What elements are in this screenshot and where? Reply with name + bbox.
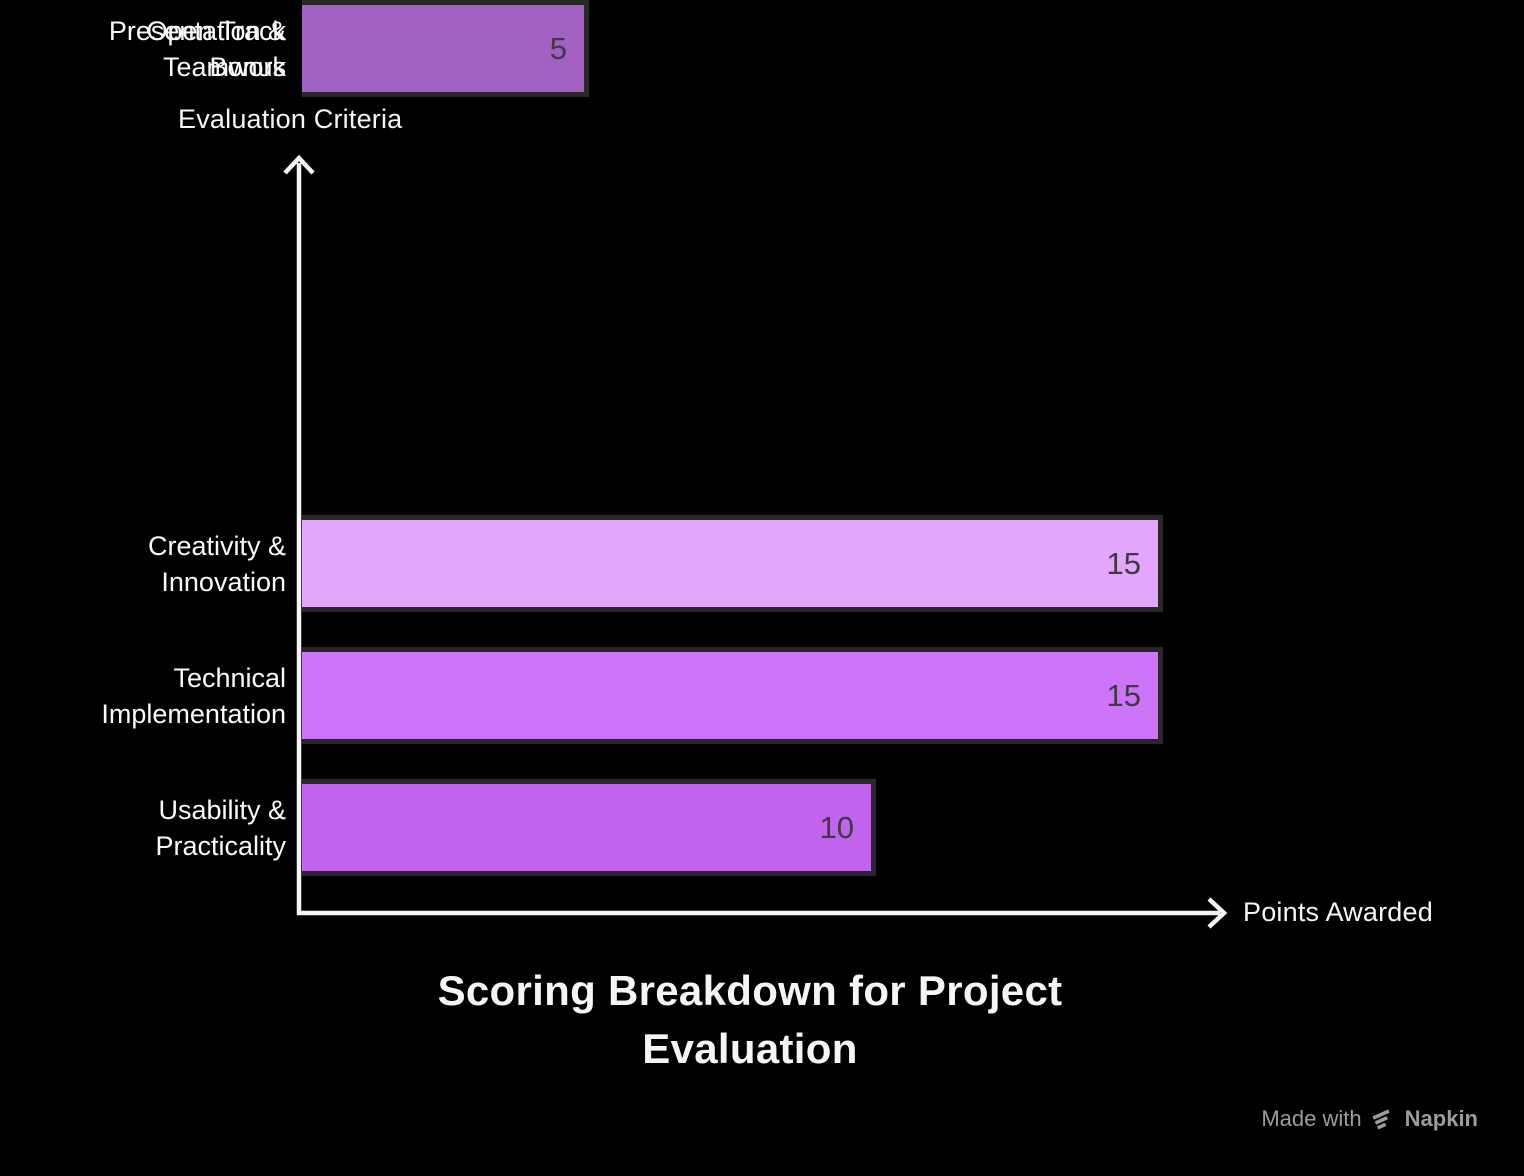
category-label-technical-implementation: Technical Implementation [101,662,286,729]
category-label-usability-practicality: Usability & Practicality [155,794,286,861]
bar-row: Creativity & Innovation 15 [0,515,1524,612]
bar-row: Usability & Practicality 10 [0,779,1524,876]
x-axis-arrow-icon [1207,897,1228,929]
made-with-text: Made with [1261,1106,1362,1131]
value-label: 15 [1106,677,1141,713]
bar-open-track-bonus: 5 [302,0,589,97]
made-with-napkin-badge: Made with Napkin [1261,1106,1478,1132]
x-axis-title: Points Awarded [1243,897,1433,927]
category-label-presentation-teamwork: Presentation & Teamwork [108,15,286,82]
y-axis-arrow-icon [283,154,315,175]
category-label-open-track-bonus: Open Track Bonus [146,15,286,82]
chart-title: Scoring Breakdown for Project Evaluation [437,967,1063,1072]
bar-usability-practicality: 10 [302,779,876,876]
bar-creativity-innovation: 15 [302,515,1163,612]
bar-row: Technical Implementation 15 [0,647,1524,744]
y-axis-title: Evaluation Criteria [178,104,403,134]
bar-technical-implementation: 15 [302,647,1163,744]
napkin-stripes-icon [1372,1109,1389,1129]
value-label: 15 [1106,545,1141,581]
napkin-brand-text: Napkin [1404,1106,1478,1131]
value-label: 10 [819,809,854,845]
value-label: 5 [549,30,567,66]
bar-row: Open Track Bonus 5 [0,0,1524,97]
category-label-creativity-innovation: Creativity & Innovation [147,530,286,597]
